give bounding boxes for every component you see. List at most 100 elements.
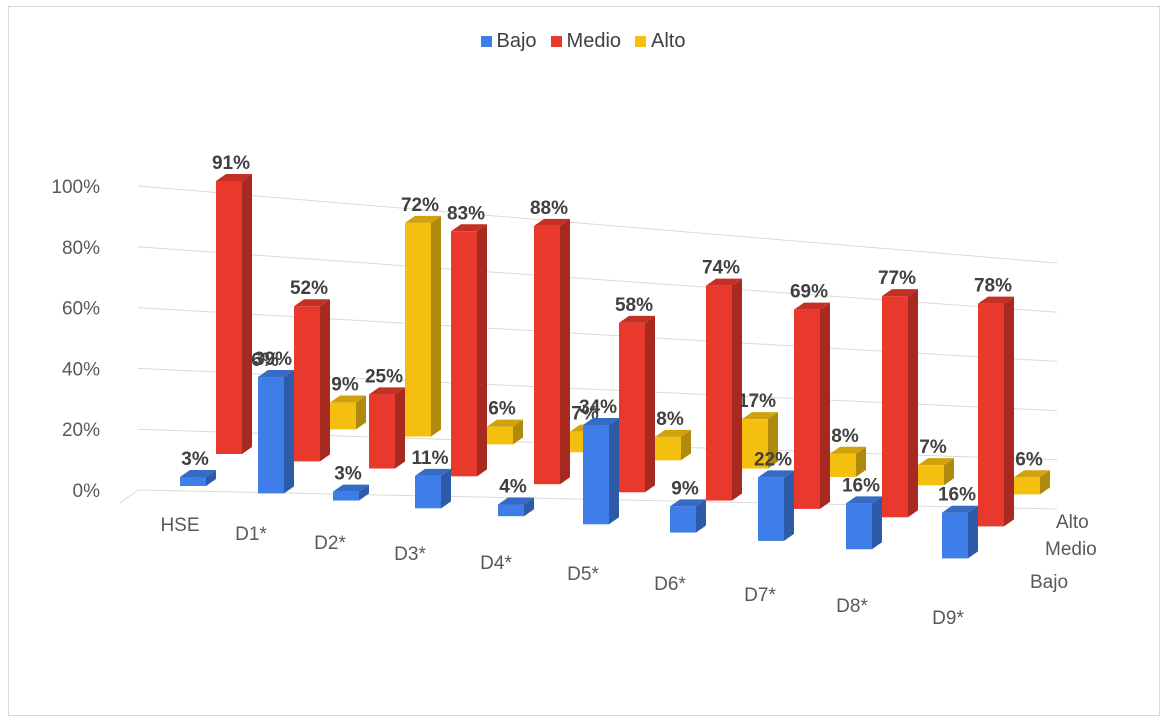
bar-bajo-d4-side xyxy=(524,497,534,517)
bar-alto-d2-side xyxy=(431,215,441,437)
data-label-medio-d1: 52% xyxy=(290,278,328,299)
data-label-alto-d7: 8% xyxy=(831,426,859,447)
bar-medio-d9 xyxy=(978,303,1004,527)
legend-label-alto: Alto xyxy=(651,30,686,52)
bar-medio-d8-top xyxy=(882,289,918,297)
legend-item-medio: Medio xyxy=(550,30,621,53)
data-label-bajo-d8: 16% xyxy=(842,475,880,496)
data-label-bajo-d4: 4% xyxy=(499,476,527,497)
bar-bajo-d6-top xyxy=(670,499,706,507)
y-tick-label: 40% xyxy=(62,359,100,380)
depth-axis-label-alto: Alto xyxy=(1056,512,1089,533)
bar-alto-d5-top xyxy=(655,429,691,437)
bar-alto-d1 xyxy=(330,402,356,430)
bar-medio-d1-side xyxy=(320,299,330,462)
legend-swatch-bajo xyxy=(480,36,492,47)
legend-item-bajo: Bajo xyxy=(480,30,537,53)
bar-bajo-d2-top xyxy=(333,484,369,492)
chart-legend: Bajo Medio Alto xyxy=(0,30,1166,53)
data-label-alto-d2: 72% xyxy=(401,195,439,216)
bar-alto-d8 xyxy=(918,465,944,486)
data-label-bajo-d3: 11% xyxy=(412,448,449,469)
x-tick-label: D3* xyxy=(394,544,426,565)
gridline-100 xyxy=(137,185,1058,264)
bar-medio-d7 xyxy=(794,309,820,509)
data-label-medio-d6: 74% xyxy=(702,258,740,279)
gridline-80 xyxy=(137,246,1058,313)
bar-medio-d3 xyxy=(451,231,477,477)
y-tick-label: 0% xyxy=(73,481,101,502)
bar-alto-d8-top xyxy=(918,458,954,466)
data-label-bajo-d7: 22% xyxy=(754,449,792,470)
legend-label-bajo: Bajo xyxy=(496,30,537,52)
bar-alto-d5-side xyxy=(681,429,691,461)
bar-alto-d2 xyxy=(405,222,431,437)
depth-axis-label-bajo: Bajo xyxy=(1030,572,1068,593)
bar-alto-d6-top xyxy=(742,412,778,420)
bar-alto-d1-top xyxy=(330,395,366,403)
depth-axis-label-medio: Medio xyxy=(1045,539,1097,560)
bar-alto-d7 xyxy=(830,453,856,477)
y-tick-label: 100% xyxy=(51,177,100,198)
bar-bajo-d9-top xyxy=(942,505,978,513)
legend-item-alto: Alto xyxy=(635,30,685,53)
bar-bajo-hse xyxy=(180,477,206,486)
x-tick-label: D1* xyxy=(235,524,267,545)
bar-medio-d7-top xyxy=(794,302,830,310)
data-label-medio-d8: 77% xyxy=(878,268,916,289)
bar-bajo-d1-top xyxy=(258,370,294,378)
bar-alto-d7-top xyxy=(830,446,866,454)
bar-bajo-d8-top xyxy=(846,496,882,504)
bar-bajo-d3 xyxy=(415,475,441,509)
bar-bajo-d3-top xyxy=(415,468,451,476)
bar-alto-d9-side xyxy=(1040,470,1050,495)
bar-medio-d8 xyxy=(882,296,908,518)
data-label-bajo-hse: 3% xyxy=(181,449,209,470)
data-label-bajo-d2: 3% xyxy=(334,464,362,485)
bar-bajo-d5-top xyxy=(583,418,619,426)
bar-bajo-d9-side xyxy=(968,505,978,559)
bar-bajo-d2 xyxy=(333,491,359,501)
bar-bajo-d9 xyxy=(942,512,968,559)
bar-medio-d2 xyxy=(369,394,395,469)
data-label-bajo-d1: 39% xyxy=(254,349,292,370)
bar-bajo-d1-side xyxy=(284,370,294,494)
bar-alto-d9 xyxy=(1014,477,1040,495)
x-tick-label: D4* xyxy=(480,553,512,574)
bar-alto-d2-top xyxy=(405,215,441,223)
x-tick-label: D9* xyxy=(932,608,964,629)
data-label-bajo-d9: 16% xyxy=(938,485,976,506)
data-label-medio-d2: 25% xyxy=(365,366,403,387)
bar-bajo-d7 xyxy=(758,477,784,541)
bar-medio-d2-side xyxy=(395,387,405,469)
bar-bajo-d7-side xyxy=(784,470,794,541)
bar-medio-d6 xyxy=(706,285,732,501)
bar-medio-d3-side xyxy=(477,224,487,477)
bar-alto-d3-top xyxy=(487,419,523,427)
bar-medio-d6-top xyxy=(706,278,742,286)
data-label-medio-d9: 78% xyxy=(974,276,1012,297)
bar-medio-d9-top xyxy=(978,296,1014,304)
bar-alto-d3 xyxy=(487,426,513,445)
legend-swatch-medio xyxy=(550,36,562,47)
x-tick-label: D8* xyxy=(836,596,868,617)
bar-alto-d6 xyxy=(742,419,768,469)
data-label-medio-d4: 88% xyxy=(530,198,568,219)
y-tick-label: 80% xyxy=(62,238,100,259)
bar-medio-d1 xyxy=(294,306,320,462)
data-label-alto-d6: 17% xyxy=(738,391,776,412)
data-label-alto-d9: 6% xyxy=(1015,449,1043,470)
x-tick-label: D6* xyxy=(654,574,686,595)
bar-bajo-hse-top xyxy=(180,470,216,477)
bar-alto-d9-top xyxy=(1014,470,1050,478)
bar-medio-hse-side xyxy=(242,174,252,454)
x-tick-label: HSE xyxy=(160,515,199,536)
bar-alto-d1-side xyxy=(356,395,366,430)
bar-medio-d3-top xyxy=(451,224,487,232)
bar-medio-d6-side xyxy=(732,278,742,501)
bar-alto-d8-side xyxy=(944,458,954,486)
bar-bajo-d6 xyxy=(670,506,696,533)
bar-bajo-d4 xyxy=(498,504,524,517)
floor-edge xyxy=(119,489,139,504)
